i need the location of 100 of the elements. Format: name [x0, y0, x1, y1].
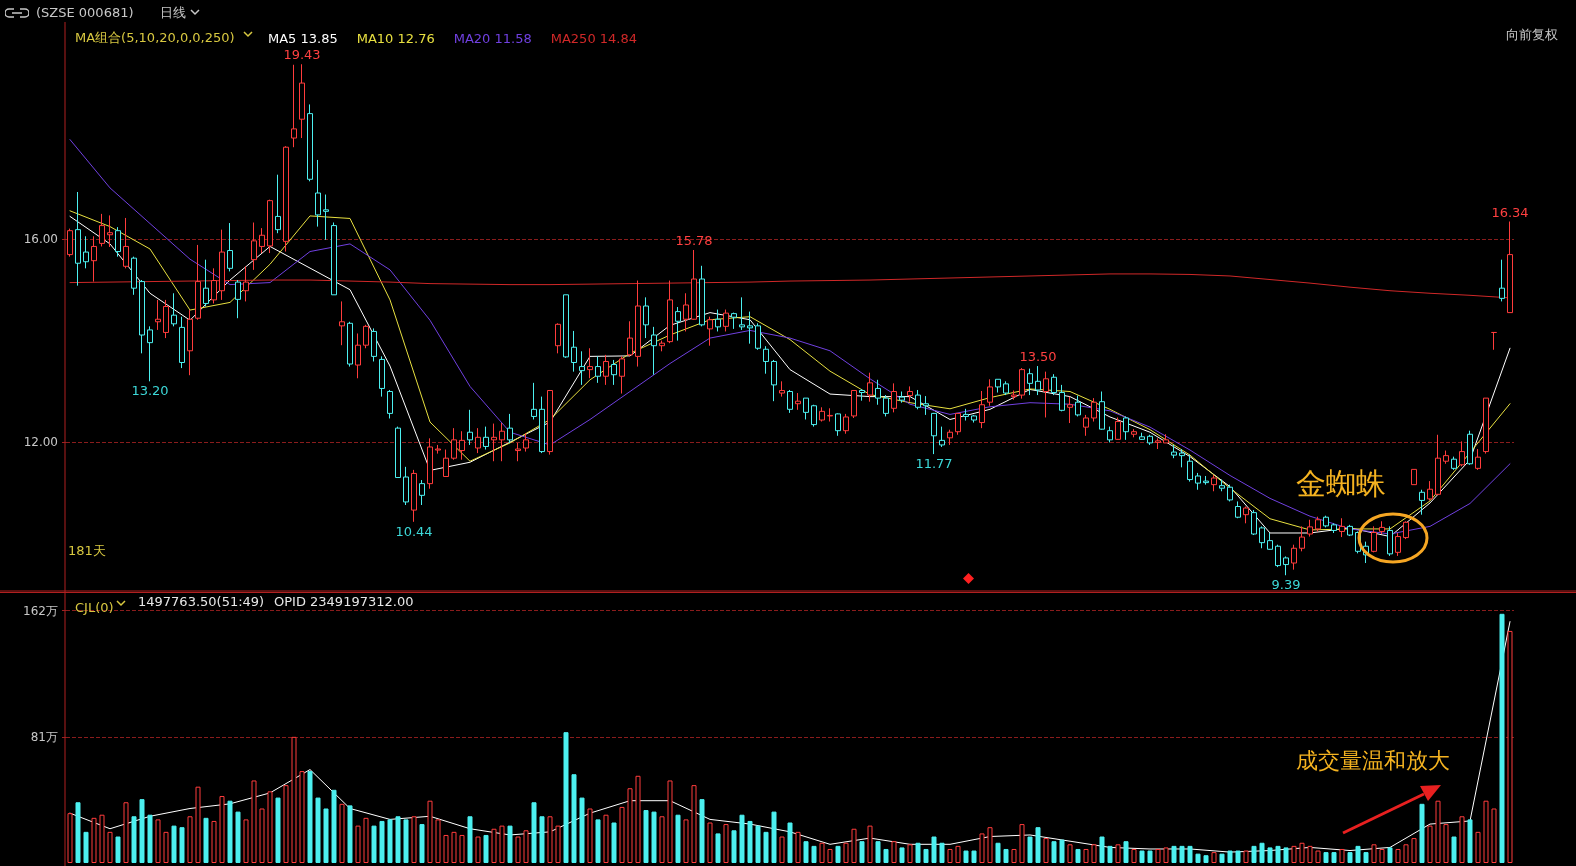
candlestick [355, 332, 361, 379]
candlestick [323, 194, 329, 241]
candlestick [1035, 365, 1041, 396]
bar [419, 824, 425, 863]
candlestick [1475, 448, 1481, 471]
bar [1459, 816, 1465, 863]
annotation: 1497763.50(51:49) [138, 594, 265, 610]
candlestick [523, 432, 529, 453]
candlestick [595, 355, 601, 384]
candlestick [579, 350, 585, 386]
candlestick [1507, 221, 1513, 314]
candlestick [371, 327, 377, 362]
bar [987, 827, 993, 863]
bar [795, 831, 801, 863]
bar [1475, 831, 1481, 863]
candlestick [1123, 415, 1129, 441]
candlestick [531, 382, 537, 420]
candlestick [1347, 524, 1353, 537]
bar [1123, 841, 1129, 863]
bar [723, 824, 729, 863]
bar [499, 825, 505, 863]
bar [1243, 850, 1249, 863]
bar [739, 814, 745, 863]
candlestick [227, 222, 233, 272]
bar [403, 819, 409, 863]
bar [1347, 852, 1353, 863]
bar [1499, 613, 1505, 863]
bar [1283, 847, 1289, 863]
bar [763, 831, 769, 863]
bar [75, 802, 81, 863]
candlestick [131, 256, 137, 296]
bar [171, 825, 177, 863]
bar [379, 820, 385, 863]
candlestick [267, 199, 273, 254]
bar [115, 836, 121, 863]
candlestick [1099, 391, 1105, 431]
candlestick [435, 444, 441, 455]
candlestick [483, 426, 489, 451]
bar [907, 844, 913, 863]
candlestick [491, 423, 497, 462]
bar [1107, 845, 1113, 863]
y-tick-label: 81万 [30, 729, 58, 744]
bar [339, 803, 345, 863]
annotation: 13.20 [131, 383, 169, 399]
bar [411, 816, 417, 863]
candlestick [675, 306, 681, 342]
candlestick [1419, 489, 1425, 516]
candlestick [515, 442, 521, 462]
candlestick [1259, 525, 1265, 549]
candlestick [235, 279, 241, 319]
candlestick [1051, 373, 1057, 396]
y-tick-label: 12.00 [23, 435, 58, 450]
bar [947, 848, 953, 863]
candlestick [291, 64, 297, 148]
candlestick [739, 296, 745, 331]
bar [595, 819, 601, 863]
bar [91, 817, 97, 863]
bar [707, 822, 713, 863]
bar [867, 825, 873, 863]
candlestick [907, 385, 913, 403]
text: 日线 [160, 5, 186, 21]
bar [155, 819, 161, 863]
candlestick [1211, 474, 1217, 492]
bar [323, 808, 329, 863]
bar [635, 775, 641, 863]
candlestick [275, 174, 281, 234]
bar [1051, 841, 1057, 863]
bar [579, 797, 585, 863]
candlestick [1059, 384, 1065, 412]
bar [1195, 853, 1201, 863]
candlestick [795, 392, 801, 411]
bar [803, 841, 809, 863]
bar [1235, 850, 1241, 863]
bar [1411, 838, 1417, 863]
candlestick [1131, 428, 1137, 438]
bar [651, 811, 657, 863]
bar [755, 825, 761, 863]
candlestick [627, 320, 633, 357]
bar [1139, 850, 1145, 863]
bar [243, 819, 249, 863]
candlestick [75, 191, 81, 287]
bar [267, 791, 273, 863]
bar [859, 841, 865, 863]
candlestick [571, 330, 577, 373]
bar [451, 831, 457, 863]
bar [259, 808, 265, 863]
bar [1171, 845, 1177, 863]
candlestick [1403, 520, 1409, 540]
candlestick [283, 145, 289, 253]
bar [1219, 853, 1225, 863]
annotation: 金蜘蛛 [1296, 466, 1386, 502]
bar [835, 845, 841, 863]
candlestick [1443, 450, 1449, 465]
bar [1331, 852, 1337, 863]
candlestick [659, 340, 665, 352]
bar [1099, 836, 1105, 863]
bar [67, 813, 73, 863]
candlestick [1083, 414, 1089, 437]
candlestick [1451, 456, 1457, 471]
candlestick [1371, 525, 1377, 553]
